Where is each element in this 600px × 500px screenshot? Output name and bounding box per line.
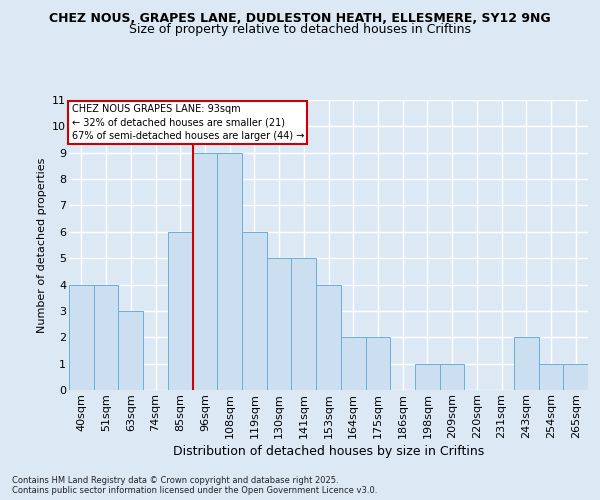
Text: Contains HM Land Registry data © Crown copyright and database right 2025.
Contai: Contains HM Land Registry data © Crown c… — [12, 476, 377, 495]
Bar — [316, 284, 341, 390]
Bar — [365, 338, 390, 390]
Bar — [242, 232, 267, 390]
Bar — [440, 364, 464, 390]
Bar — [341, 338, 365, 390]
Bar — [292, 258, 316, 390]
Bar — [415, 364, 440, 390]
Bar — [563, 364, 588, 390]
Bar — [539, 364, 563, 390]
Bar — [193, 152, 217, 390]
Y-axis label: Number of detached properties: Number of detached properties — [37, 158, 47, 332]
Text: CHEZ NOUS GRAPES LANE: 93sqm
← 32% of detached houses are smaller (21)
67% of se: CHEZ NOUS GRAPES LANE: 93sqm ← 32% of de… — [71, 104, 304, 141]
Bar — [514, 338, 539, 390]
X-axis label: Distribution of detached houses by size in Criftins: Distribution of detached houses by size … — [173, 444, 484, 458]
Bar — [267, 258, 292, 390]
Bar — [69, 284, 94, 390]
Text: Size of property relative to detached houses in Criftins: Size of property relative to detached ho… — [129, 22, 471, 36]
Bar — [94, 284, 118, 390]
Bar — [118, 311, 143, 390]
Text: CHEZ NOUS, GRAPES LANE, DUDLESTON HEATH, ELLESMERE, SY12 9NG: CHEZ NOUS, GRAPES LANE, DUDLESTON HEATH,… — [49, 12, 551, 26]
Bar — [217, 152, 242, 390]
Bar — [168, 232, 193, 390]
